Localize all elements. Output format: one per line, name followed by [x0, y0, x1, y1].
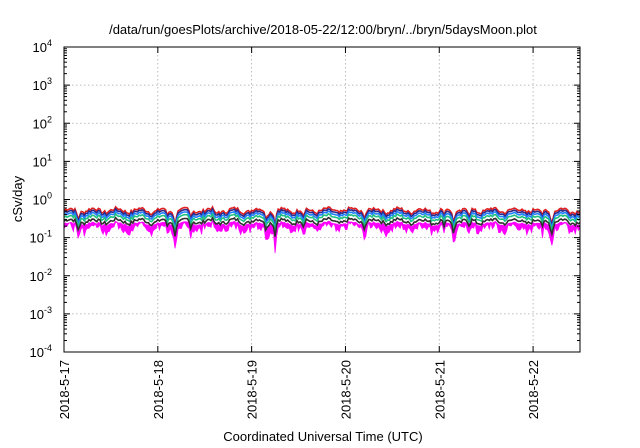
series-line	[63, 216, 581, 238]
grid	[64, 47, 580, 352]
y-tick-label: 10-4	[30, 343, 52, 360]
y-tick-label: 104	[33, 38, 52, 55]
x-tick-label: 2018-5-18	[151, 360, 166, 419]
series-area	[63, 220, 581, 254]
series-line	[63, 207, 581, 229]
series-line	[63, 209, 581, 231]
series-layer	[63, 205, 581, 254]
x-tick-label: 2018-5-22	[526, 360, 541, 419]
y-tick-label: 100	[33, 191, 52, 208]
x-axis-label: Coordinated Universal Time (UTC)	[223, 429, 422, 444]
y-tick-label: 10-2	[30, 267, 52, 284]
series-line	[63, 212, 581, 234]
y-tick-label: 103	[33, 76, 52, 93]
y-tick-label: 101	[33, 152, 52, 169]
x-tick-label: 2018-5-20	[338, 360, 353, 419]
y-tick-label: 10-3	[30, 305, 52, 322]
x-tick-label: 2018-5-17	[57, 360, 72, 419]
y-axis-label: cSv/day	[10, 175, 25, 222]
y-tick-label: 10-1	[30, 229, 52, 246]
y-tick-label: 102	[33, 114, 52, 131]
x-tick-label: 2018-5-19	[245, 360, 260, 419]
chart-title: /data/run/goesPlots/archive/2018-05-22/1…	[109, 22, 537, 37]
ticks: 10-4 10-3 10-2 10-1 100 101 102 103 104 2018-5-17…	[30, 38, 580, 419]
series-line	[63, 205, 581, 227]
x-tick-label: 2018-5-21	[432, 360, 447, 419]
